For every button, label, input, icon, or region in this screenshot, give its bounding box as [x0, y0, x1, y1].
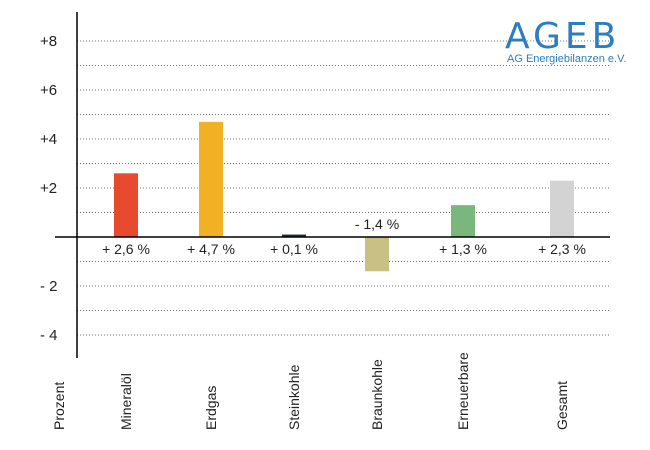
- y-tick-label: +2: [40, 180, 57, 197]
- data-label: + 1,3 %: [439, 241, 487, 257]
- grid-lines: [77, 40, 610, 336]
- ageb-logo: AGEB AG Energiebilanzen e.V.: [505, 16, 626, 65]
- data-label: - 1,4 %: [355, 216, 399, 232]
- logo-subtitle: AG Energiebilanzen e.V.: [507, 53, 626, 65]
- data-label: + 2,3 %: [538, 241, 586, 257]
- data-label: + 0,1 %: [270, 241, 318, 257]
- y-axis-label: Prozent: [51, 382, 67, 430]
- data-label: + 4,7 %: [187, 241, 235, 257]
- category-label: Erneuerbare: [455, 352, 471, 430]
- bar: [550, 180, 574, 237]
- category-label: Braunkohle: [369, 359, 385, 430]
- bars: [114, 121, 574, 272]
- y-tick-label: +4: [40, 131, 57, 148]
- bar: [114, 173, 138, 237]
- y-tick-labels: +8 +6 +4 +2 - 2 - 4: [40, 33, 58, 344]
- y-tick-label: - 2: [40, 278, 58, 295]
- y-tick-label: - 4: [40, 327, 58, 344]
- data-label: + 2,6 %: [102, 241, 150, 257]
- category-label: Erdgas: [203, 386, 219, 430]
- bar: [199, 121, 223, 237]
- logo-title: AGEB: [505, 16, 620, 57]
- category-labels: Mineralöl Erdgas Steinkohle Braunkohle Erneu…: [118, 352, 570, 430]
- category-label: Mineralöl: [118, 373, 134, 430]
- y-tick-label: +8: [40, 33, 57, 50]
- category-label: Steinkohle: [286, 364, 302, 430]
- bar: [451, 205, 475, 237]
- axes: [55, 12, 610, 358]
- bar: [365, 237, 389, 272]
- bar: [282, 234, 306, 237]
- category-label: Gesamt: [554, 381, 570, 430]
- data-labels: + 2,6 % + 4,7 % + 0,1 % - 1,4 % + 1,3 % + 2,3…: [102, 216, 586, 257]
- y-tick-label: +6: [40, 82, 57, 99]
